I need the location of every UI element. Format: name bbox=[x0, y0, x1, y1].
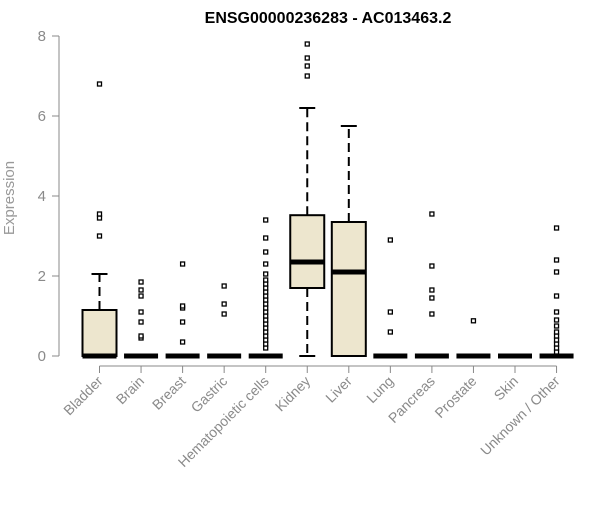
outlier-point bbox=[263, 217, 269, 223]
outlier-point bbox=[429, 295, 435, 301]
outlier-point bbox=[96, 233, 103, 239]
outlier-point bbox=[387, 309, 394, 315]
outlier-point bbox=[179, 303, 186, 309]
y-tick-label: 6 bbox=[38, 108, 46, 125]
y-axis-label: Expression bbox=[1, 161, 18, 235]
outlier-point bbox=[263, 235, 269, 241]
outlier-point bbox=[553, 309, 560, 315]
x-tick-label: Bladder bbox=[60, 373, 106, 419]
outlier-point bbox=[179, 261, 186, 267]
outlier-point bbox=[304, 41, 310, 47]
x-tick-label: Brain bbox=[113, 373, 147, 407]
outlier-point bbox=[263, 271, 269, 277]
box-gastric bbox=[207, 283, 242, 359]
outlier-point bbox=[304, 63, 310, 69]
outlier-point bbox=[263, 277, 269, 283]
outlier-point bbox=[221, 283, 227, 289]
outlier-point bbox=[138, 287, 144, 293]
outlier-point bbox=[387, 237, 394, 243]
x-tick-label: Prostate bbox=[431, 373, 479, 421]
outlier-point bbox=[179, 319, 186, 325]
outlier-point bbox=[138, 309, 144, 315]
boxes bbox=[81, 41, 574, 359]
box-kidney bbox=[289, 41, 326, 357]
outlier-point bbox=[138, 333, 144, 339]
outlier-point bbox=[138, 279, 144, 285]
outlier-point bbox=[553, 317, 560, 323]
box-hematopoietic-cells bbox=[248, 217, 283, 359]
outlier-point bbox=[429, 287, 435, 293]
x-tick-label: Skin bbox=[491, 373, 522, 404]
outlier-point bbox=[221, 301, 227, 307]
box-lung bbox=[373, 237, 408, 359]
outlier-point bbox=[429, 311, 435, 317]
box-iqr bbox=[289, 214, 326, 289]
box-liver bbox=[330, 125, 367, 357]
outlier-point bbox=[263, 249, 269, 255]
x-tick-label: Lung bbox=[363, 373, 396, 406]
x-tick-label: Breast bbox=[149, 373, 189, 413]
outlier-point bbox=[470, 318, 477, 324]
outlier-point bbox=[429, 263, 435, 269]
box-breast bbox=[165, 261, 200, 359]
box-bladder bbox=[81, 81, 118, 359]
outlier-point bbox=[553, 293, 560, 299]
outlier-point bbox=[304, 55, 310, 61]
box-prostate bbox=[456, 318, 491, 359]
outlier-point bbox=[138, 293, 144, 299]
outlier-point bbox=[553, 323, 560, 329]
outlier-point bbox=[221, 311, 227, 317]
box-iqr bbox=[330, 221, 367, 357]
outlier-point bbox=[96, 211, 103, 217]
outlier-point bbox=[263, 261, 269, 267]
box-unknown-other bbox=[539, 225, 574, 359]
outlier-point bbox=[387, 329, 394, 335]
x-tick-label: Kidney bbox=[272, 373, 314, 415]
outlier-point bbox=[179, 339, 186, 345]
y-tick-label: 2 bbox=[38, 268, 46, 285]
x-tick-label: Liver bbox=[322, 373, 355, 406]
outlier-point bbox=[429, 211, 435, 217]
outlier-point bbox=[553, 225, 560, 231]
box-iqr bbox=[81, 309, 118, 357]
outlier-point bbox=[96, 81, 103, 87]
x-tick-label: Unknown / Other bbox=[477, 373, 563, 459]
chart-title: ENSG00000236283 - AC013463.2 bbox=[205, 10, 452, 27]
outlier-point bbox=[553, 269, 560, 275]
box-brain bbox=[124, 279, 159, 359]
y-tick-label: 4 bbox=[38, 188, 46, 205]
outlier-point bbox=[138, 319, 144, 325]
box-pancreas bbox=[414, 211, 449, 359]
outlier-point bbox=[304, 73, 310, 79]
axes: 0 2 4 6 8 bbox=[38, 28, 558, 373]
y-tick-label: 8 bbox=[38, 28, 46, 45]
outlier-point bbox=[553, 257, 560, 263]
outlier-point bbox=[553, 329, 560, 335]
y-tick-label: 0 bbox=[38, 348, 46, 365]
